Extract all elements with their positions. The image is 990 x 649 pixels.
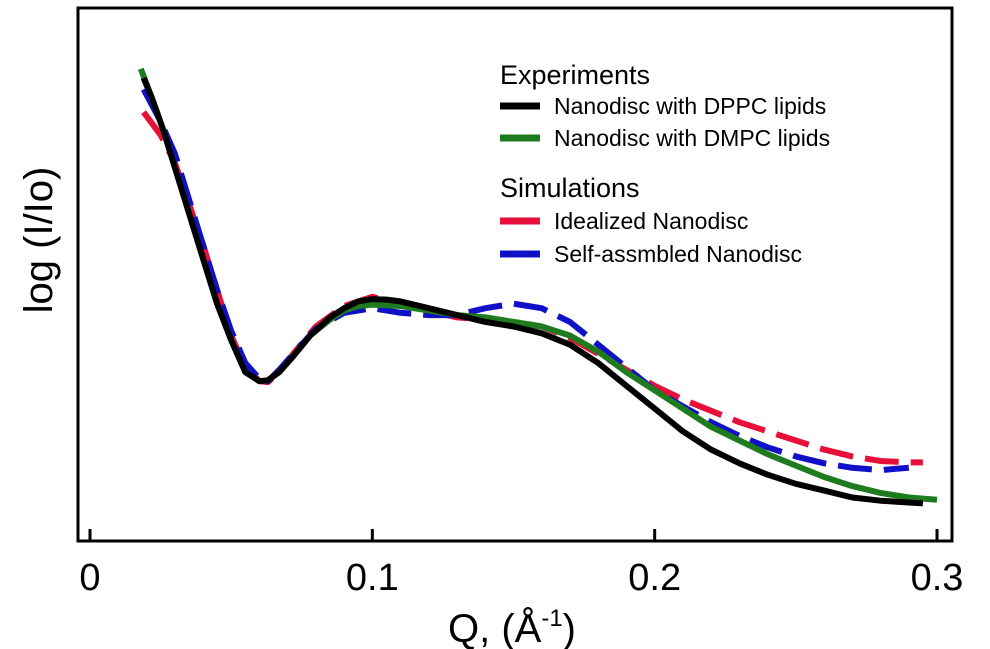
legend-group-title-experiments: Experiments: [500, 60, 650, 90]
plot-frame: [76, 6, 954, 543]
x-tick-label-3: 0.3: [911, 557, 964, 599]
x-tick-label-2: 0.2: [628, 557, 681, 599]
legend-entry-idealized: Idealized Nanodisc: [554, 208, 748, 234]
y-axis-label: log (I/Io): [17, 167, 61, 314]
x-axis-label-sup: -1: [541, 605, 562, 632]
legend: Experiments Nanodisc with DPPC lipids Na…: [500, 60, 830, 267]
legend-group-title-simulations: Simulations: [500, 173, 640, 203]
x-tick-labels: 0 0.1 0.2 0.3: [79, 557, 963, 599]
x-tick-label-1: 0.1: [346, 557, 399, 599]
series-line-nanodisc-with-dppc-lipids: [140, 76, 924, 507]
x-tick-marks: [88, 529, 939, 541]
x-axis-label-end: ): [563, 607, 576, 649]
series-line-idealized-nanodisc: [141, 110, 923, 466]
legend-entry-dmpc: Nanodisc with DMPC lipids: [554, 125, 830, 151]
legend-entry-self-assembled: Self-assmbled Nanodisc: [554, 241, 802, 267]
x-tick-label-0: 0: [79, 557, 100, 599]
x-axis-label: Q, (Å-1): [448, 605, 576, 649]
series-layer: [137, 67, 938, 507]
legend-entry-dppc: Nanodisc with DPPC lipids: [554, 93, 826, 119]
x-axis-label-main: Q, (Å: [448, 606, 542, 649]
